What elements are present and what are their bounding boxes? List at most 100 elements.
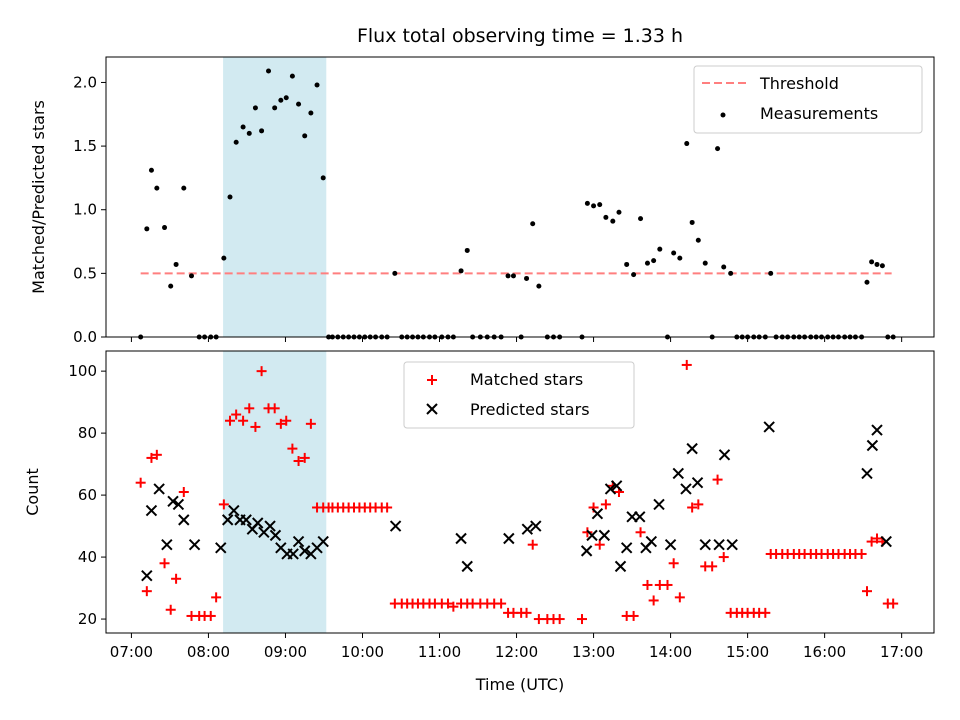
ratio-legend-box — [693, 65, 923, 134]
predicted-star-point — [503, 532, 515, 545]
predicted-star-point — [686, 442, 698, 455]
measurement-point — [259, 128, 265, 134]
matched-star-point — [205, 610, 216, 621]
y-tick-label: 0.5 — [73, 264, 97, 282]
ratio-series-layer — [138, 68, 896, 340]
predicted-star-point — [287, 548, 299, 560]
measurement-point — [278, 97, 284, 103]
predicted-star-point — [591, 507, 604, 520]
matched-star-point — [225, 415, 236, 426]
predicted-star-point — [521, 523, 534, 535]
measurement-point — [644, 260, 650, 266]
x-tick-label: 17:00 — [880, 643, 923, 661]
predicted-star-point — [880, 535, 892, 548]
predicted-star-point — [680, 483, 692, 495]
matched-star-point — [448, 601, 459, 612]
x-tick-label: 09:00 — [264, 643, 307, 661]
measurement-point — [283, 95, 289, 101]
measurement-point — [227, 194, 233, 200]
matched-star-point — [496, 598, 507, 609]
predicted-star-point — [269, 529, 282, 542]
measurement-point — [252, 105, 258, 111]
matched-star-point — [681, 359, 692, 370]
count-series-layer — [135, 359, 899, 625]
measurement-point — [246, 130, 252, 136]
predicted-star-point — [141, 569, 153, 582]
measurement-point — [671, 250, 677, 256]
measurement-point — [530, 221, 536, 227]
predicted-star-point — [672, 467, 684, 480]
matched-star-point — [299, 452, 310, 463]
ratio-panel-frame — [105, 56, 935, 338]
y-tick-label: 1.0 — [73, 201, 97, 219]
matched-star-point — [856, 548, 867, 559]
shaded-interval — [223, 57, 327, 337]
measurement-point — [154, 185, 160, 191]
predicted-star-point — [188, 538, 201, 551]
measurement-point — [689, 219, 695, 225]
measurement-point — [144, 226, 150, 232]
measurement-point — [148, 167, 154, 173]
measurement-point — [266, 68, 272, 74]
matched-star-point — [178, 487, 189, 497]
matched-star-point — [712, 474, 723, 485]
matched-star-point — [293, 456, 304, 467]
ratio-legend: Threshold Measurements — [693, 65, 923, 134]
matched-star-point — [287, 443, 298, 454]
predicted-star-point — [866, 439, 879, 452]
predicted-star-point — [215, 542, 227, 554]
count-legend: Matched stars Predicted stars — [403, 361, 635, 429]
x-tick-label: 12:00 — [495, 643, 538, 661]
predicted-star-point — [161, 538, 173, 551]
matched-legend-swatch — [427, 375, 437, 385]
matched-star-point — [533, 614, 544, 625]
measurement-point — [320, 175, 326, 181]
measurement-point — [702, 260, 708, 266]
ratio-y-axis: 0.0 0.5 1.0 1.5 2.0 — [73, 73, 106, 346]
measurement-point — [392, 270, 398, 276]
count-y-axis-label: Count — [23, 468, 42, 516]
matched-star-point — [256, 366, 267, 377]
measurement-point — [233, 139, 239, 145]
y-tick-label: 2.0 — [73, 73, 97, 91]
measurement-point — [869, 259, 875, 265]
ratio-y-axis-label: Matched/Predicted stars — [29, 100, 48, 294]
matched-star-point — [159, 558, 170, 569]
matched-star-point — [707, 561, 718, 572]
predicted-star-point — [871, 424, 883, 436]
predicted-star-point — [604, 483, 617, 495]
measurement-point — [657, 246, 663, 252]
measurement-point — [584, 200, 590, 206]
measurement-point — [651, 258, 657, 264]
matched-star-point — [238, 415, 249, 426]
measurement-point — [768, 270, 774, 276]
measurement-point — [624, 261, 630, 267]
x-tick-label: 07:00 — [110, 643, 153, 661]
matched-star-point — [594, 539, 605, 550]
matched-star-point — [582, 527, 593, 538]
measurement-point — [464, 247, 470, 253]
matched-star-point — [642, 579, 653, 590]
matched-star-point — [888, 598, 899, 609]
predicted-star-point — [317, 535, 329, 548]
matched-star-point — [146, 452, 157, 463]
measurement-point — [603, 214, 609, 220]
predicted-star-point — [620, 542, 633, 554]
matched-star-point — [628, 610, 639, 621]
measurement-point — [591, 203, 597, 209]
measurement-point — [505, 273, 511, 279]
measurement-point — [631, 272, 637, 278]
predicted-star-point — [145, 504, 158, 517]
x-tick-label: 08:00 — [187, 643, 230, 661]
matched-star-point — [275, 418, 286, 429]
measurement-point — [510, 273, 516, 279]
predicted-star-point — [763, 421, 775, 433]
matched-star-point — [760, 607, 771, 618]
predicted-star-point — [713, 538, 725, 551]
matched-star-point — [600, 499, 611, 510]
y-tick-label: 1.5 — [73, 137, 97, 155]
x-tick-label: 10:00 — [341, 643, 384, 661]
y-tick-label: 60 — [78, 486, 97, 504]
measurements-legend-label: Measurements — [760, 104, 878, 123]
predicted-star-point — [664, 538, 677, 551]
